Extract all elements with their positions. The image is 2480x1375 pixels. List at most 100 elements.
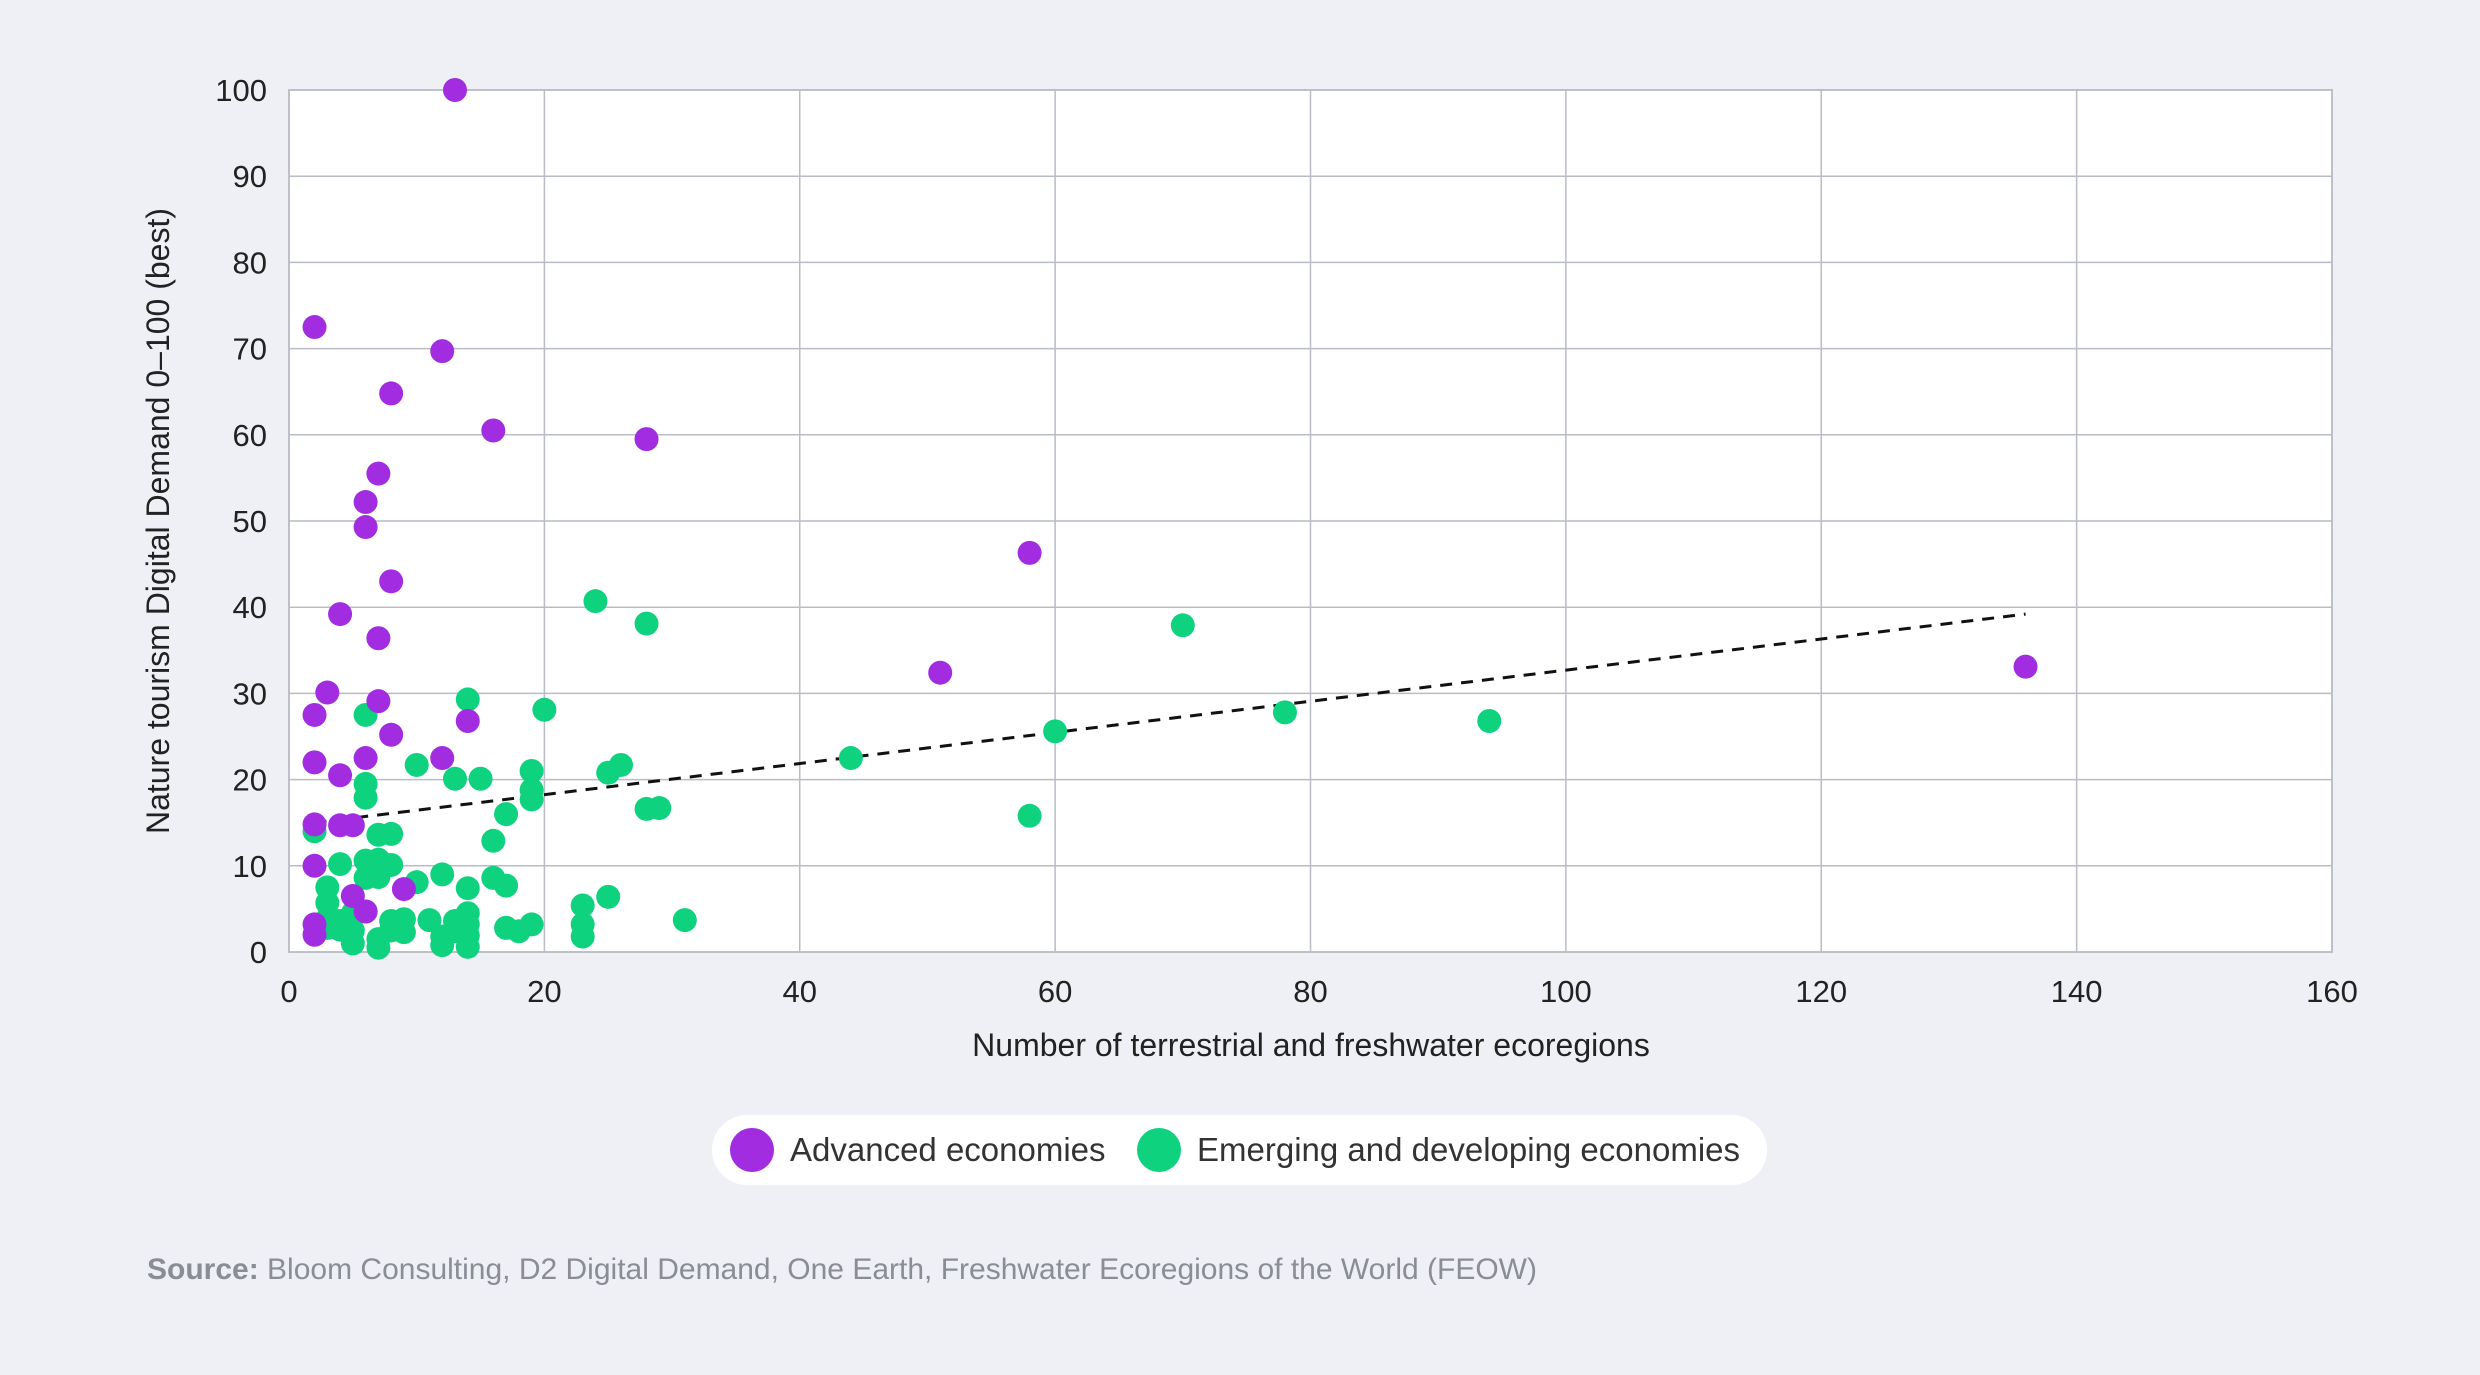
emerging-economy-point bbox=[570, 893, 595, 918]
emerging-economy-point bbox=[1017, 803, 1042, 828]
advanced-economy-point bbox=[302, 315, 327, 340]
advanced-economy-point bbox=[481, 418, 506, 443]
advanced-economy-point bbox=[340, 813, 365, 838]
y-tick-labels: 0 10 20 30 40 50 60 70 80 90 100 bbox=[215, 73, 267, 970]
emerging-economy-point bbox=[494, 802, 519, 827]
emerging-economy-point bbox=[366, 935, 391, 960]
legend-label-emerging: Emerging and developing economies bbox=[1197, 1131, 1740, 1168]
advanced-economy-point bbox=[302, 702, 327, 727]
legend-swatch-emerging bbox=[1137, 1128, 1181, 1172]
emerging-economy-point bbox=[468, 766, 493, 791]
source-label: Source: bbox=[147, 1253, 259, 1286]
x-axis-title: Number of terrestrial and freshwater eco… bbox=[972, 1027, 1650, 1063]
advanced-economy-point bbox=[328, 763, 353, 788]
x-tick-label: 160 bbox=[2306, 974, 2358, 1009]
emerging-economy-point bbox=[596, 884, 621, 909]
emerging-economy-point bbox=[506, 919, 531, 944]
x-tick-label: 20 bbox=[527, 974, 561, 1009]
emerging-economy-point bbox=[647, 796, 672, 821]
x-tick-label: 60 bbox=[1038, 974, 1072, 1009]
emerging-economy-point bbox=[391, 920, 416, 945]
emerging-economy-point bbox=[532, 697, 557, 722]
emerging-economy-point bbox=[494, 873, 519, 898]
emerging-economy-point bbox=[1043, 719, 1068, 744]
grid-lines bbox=[288, 89, 2333, 953]
x-tick-label: 0 bbox=[280, 974, 297, 1009]
y-tick-label: 70 bbox=[233, 332, 267, 367]
y-tick-label: 60 bbox=[233, 418, 267, 453]
advanced-economy-point bbox=[302, 922, 327, 947]
emerging-economy-point bbox=[455, 687, 480, 712]
trendline bbox=[314, 612, 2026, 825]
advanced-economy-point bbox=[315, 680, 340, 705]
emerging-economy-point bbox=[634, 611, 659, 636]
advanced-economy-point bbox=[302, 853, 327, 878]
y-tick-label: 40 bbox=[233, 590, 267, 625]
emerging-economy-point bbox=[353, 785, 378, 810]
emerging-economy-point bbox=[430, 933, 455, 958]
advanced-economy-point bbox=[328, 602, 353, 627]
emerging-economy-point bbox=[379, 821, 404, 846]
emerging-economy-point bbox=[1272, 700, 1297, 725]
advanced-economy-point bbox=[353, 899, 378, 924]
emerging-economy-point bbox=[430, 862, 455, 887]
source-note: Source: Bloom Consulting, D2 Digital Dem… bbox=[147, 1253, 1537, 1286]
advanced-economy-point bbox=[302, 812, 327, 837]
advanced-economy-point bbox=[430, 746, 455, 771]
advanced-economy-point bbox=[379, 381, 404, 406]
advanced-economy-point bbox=[442, 78, 467, 102]
x-tick-label: 40 bbox=[783, 974, 817, 1009]
legend-swatch-advanced bbox=[730, 1128, 774, 1172]
legend-box bbox=[712, 1115, 1767, 1185]
advanced-economy-point bbox=[366, 689, 391, 714]
advanced-economy-point bbox=[634, 427, 659, 452]
emerging-economy-point bbox=[442, 766, 467, 791]
advanced-economy-point bbox=[391, 877, 416, 902]
emerging-economy-point bbox=[455, 934, 480, 959]
advanced-economy-point bbox=[1017, 540, 1042, 565]
y-tick-label: 20 bbox=[233, 763, 267, 798]
advanced-economy-point bbox=[353, 490, 378, 515]
advanced-economy-point bbox=[366, 626, 391, 651]
x-tick-label: 120 bbox=[1795, 974, 1847, 1009]
emerging-economy-point bbox=[328, 852, 353, 877]
legend-label-advanced: Advanced economies bbox=[790, 1131, 1106, 1168]
x-tick-label: 100 bbox=[1540, 974, 1592, 1009]
advanced-economy-point bbox=[928, 660, 953, 685]
emerging-economy-point bbox=[455, 876, 480, 901]
emerging-economy-point bbox=[672, 908, 697, 933]
x-tick-labels: 0 20 40 60 80 100 120 140 160 bbox=[280, 974, 2357, 1009]
y-tick-label: 50 bbox=[233, 504, 267, 539]
advanced-economy-point bbox=[353, 746, 378, 771]
emerging-economy-point bbox=[583, 589, 608, 614]
advanced-economy-point bbox=[2013, 654, 2038, 679]
y-axis-title: Nature tourism Digital Demand 0–100 (bes… bbox=[140, 208, 176, 834]
y-tick-label: 80 bbox=[233, 245, 267, 280]
emerging-economy-point bbox=[1170, 613, 1195, 638]
advanced-economy-point bbox=[379, 569, 404, 594]
advanced-economy-point bbox=[430, 339, 455, 364]
emerging-economy-point bbox=[519, 787, 544, 812]
emerging-economy-point bbox=[838, 746, 863, 771]
x-tick-label: 80 bbox=[1293, 974, 1327, 1009]
emerging-economy-point bbox=[596, 760, 621, 785]
advanced-economy-point bbox=[455, 708, 480, 733]
emerging-economy-point bbox=[417, 908, 442, 933]
emerging-economy-point bbox=[481, 828, 506, 853]
advanced-economy-point bbox=[302, 750, 327, 775]
emerging-economy-point bbox=[404, 752, 429, 777]
advanced-economy-point bbox=[353, 515, 378, 540]
y-tick-label: 30 bbox=[233, 676, 267, 711]
emerging-economy-point bbox=[570, 924, 595, 949]
data-points bbox=[302, 78, 2038, 960]
legend: Advanced economies Emerging and developi… bbox=[712, 1115, 1767, 1185]
source-text: Bloom Consulting, D2 Digital Demand, One… bbox=[259, 1253, 1537, 1286]
emerging-economy-point bbox=[340, 931, 365, 956]
y-tick-label: 100 bbox=[215, 73, 267, 108]
y-tick-label: 0 bbox=[250, 935, 267, 970]
advanced-economy-point bbox=[366, 461, 391, 486]
advanced-economy-point bbox=[379, 722, 404, 747]
x-tick-label: 140 bbox=[2051, 974, 2103, 1009]
emerging-economy-point bbox=[519, 758, 544, 783]
